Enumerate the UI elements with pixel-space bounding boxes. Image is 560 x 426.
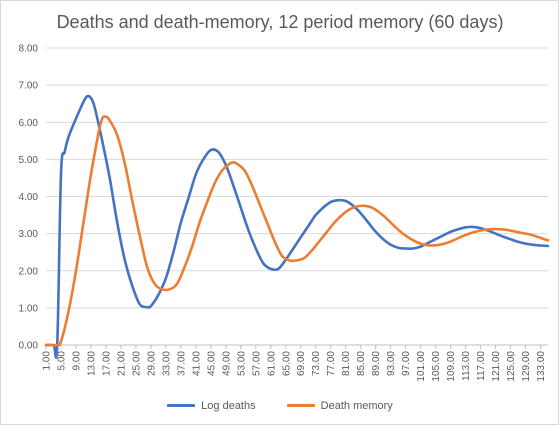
x-tick-label: 29.00	[146, 351, 157, 376]
legend: Log deaths Death memory	[0, 398, 560, 412]
y-tick-label: 1.00	[19, 303, 39, 314]
x-tick-label: 21.00	[116, 351, 127, 376]
legend-item-death-memory: Death memory	[286, 399, 393, 412]
x-tick-label: 5.00	[56, 351, 67, 371]
x-tick-label: 125.00	[506, 351, 517, 382]
x-tick-label: 69.00	[296, 351, 307, 376]
x-tick-label: 93.00	[386, 351, 397, 376]
y-tick-label: 3.00	[19, 229, 39, 240]
x-tick-label: 89.00	[371, 351, 382, 376]
y-tick-label: 0.00	[19, 341, 39, 352]
y-tick-label: 8.00	[19, 44, 39, 55]
x-tick-label: 133.00	[536, 351, 547, 382]
x-tick-label: 129.00	[521, 351, 532, 382]
x-tick-label: 121.00	[491, 351, 502, 382]
x-tick-label: 9.00	[71, 351, 82, 371]
x-tick-label: 57.00	[251, 351, 262, 376]
x-tick-label: 117.00	[476, 351, 487, 381]
x-tick-label: 101.00	[416, 351, 427, 382]
series-line-death-memory	[44, 115, 550, 347]
x-tick-label: 109.00	[446, 351, 457, 382]
series-line-log-deaths	[44, 94, 550, 359]
legend-item-log-deaths: Log deaths	[167, 399, 256, 412]
x-tick-label: 17.00	[101, 351, 112, 376]
y-tick-label: 7.00	[19, 81, 39, 92]
x-tick-label: 13.00	[86, 351, 97, 376]
x-tick-label: 65.00	[281, 351, 292, 376]
x-tick-label: 49.00	[221, 351, 232, 376]
y-tick-label: 6.00	[19, 118, 39, 129]
y-tick-label: 5.00	[19, 155, 39, 166]
x-tick-label: 85.00	[356, 351, 367, 376]
x-tick-label: 45.00	[206, 351, 217, 376]
x-tick-label: 105.00	[431, 351, 442, 382]
x-tick-label: 81.00	[341, 351, 352, 376]
legend-label-log-deaths: Log deaths	[201, 399, 256, 412]
x-tick-label: 37.00	[176, 351, 187, 376]
x-tick-label: 25.00	[131, 351, 142, 376]
x-tick-label: 53.00	[236, 351, 247, 376]
x-tick-label: 97.00	[401, 351, 412, 376]
x-tick-label: 113.00	[461, 351, 472, 381]
legend-swatch-death-memory	[286, 404, 315, 407]
x-tick-label: 77.00	[326, 351, 337, 376]
x-tick-label: 1.00	[42, 351, 53, 371]
legend-label-death-memory: Death memory	[320, 399, 393, 412]
legend-swatch-log-deaths	[167, 404, 196, 407]
x-tick-label: 33.00	[161, 351, 172, 376]
y-tick-label: 4.00	[19, 192, 39, 203]
y-tick-label: 2.00	[19, 266, 39, 277]
x-tick-label: 41.00	[191, 351, 202, 376]
x-tick-label: 61.00	[266, 351, 277, 376]
x-tick-label: 73.00	[311, 351, 322, 376]
chart-title: Deaths and death-memory, 12 period memor…	[56, 12, 504, 32]
